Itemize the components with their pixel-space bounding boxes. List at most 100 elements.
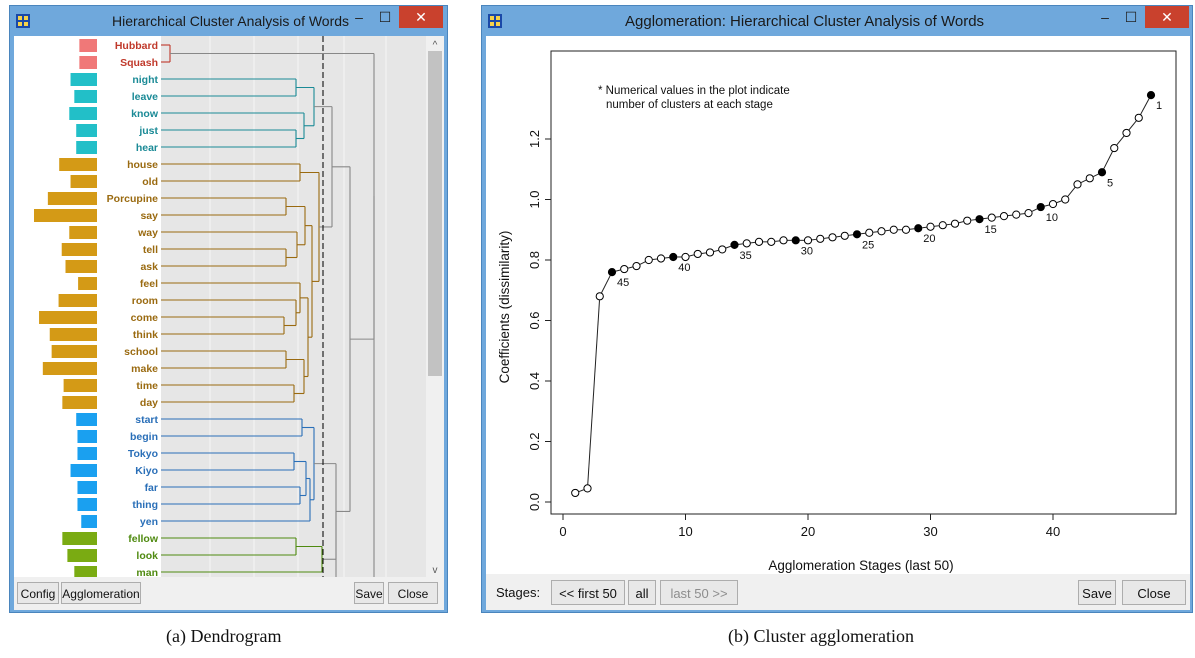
frequency-bar	[78, 277, 97, 290]
series-segment	[971, 219, 976, 221]
maximize-button[interactable]: ☐	[1124, 9, 1138, 25]
data-point	[1134, 113, 1143, 122]
series-segment	[909, 228, 915, 230]
word-label: fellow	[128, 533, 159, 545]
close-window-button[interactable]: ✕	[399, 6, 443, 28]
word-label: yen	[140, 516, 158, 528]
titlebar[interactable]: Agglomeration: Hierarchical Cluster Anal…	[482, 6, 1192, 36]
frequency-bar	[76, 124, 97, 137]
series-segment	[1080, 179, 1087, 184]
word-label: old	[142, 176, 158, 188]
series-segment	[639, 261, 646, 265]
series-segment	[1128, 120, 1137, 131]
y-axis-label: Coefficients (dissimilarity)	[497, 231, 512, 384]
save-button[interactable]: Save	[354, 582, 384, 604]
data-point	[607, 268, 617, 277]
word-label: time	[136, 380, 158, 392]
frequency-bar	[39, 311, 97, 324]
save-button[interactable]: Save	[1078, 580, 1116, 605]
dendrogram-window: Hierarchical Cluster Analysis of Words –…	[9, 5, 448, 613]
data-point	[1073, 180, 1082, 189]
frequency-bar	[69, 107, 97, 120]
dendrogram-toolbar: Config Agglomeration Save Close	[14, 577, 444, 610]
data-point	[840, 231, 849, 240]
minimize-button[interactable]: –	[355, 9, 363, 25]
config-button[interactable]: Config	[17, 582, 59, 604]
titlebar[interactable]: Hierarchical Cluster Analysis of Words –…	[10, 6, 447, 36]
cluster-count-label: 20	[923, 233, 935, 245]
frequency-bar	[42, 362, 97, 375]
frequency-bar	[59, 158, 97, 171]
app-icon	[488, 14, 502, 28]
series-segment	[713, 249, 719, 252]
series-segment	[664, 256, 670, 259]
minimize-button[interactable]: –	[1101, 9, 1109, 25]
agglomeration-button[interactable]: Agglomeration	[61, 582, 141, 604]
word-label: think	[133, 329, 158, 341]
close-button[interactable]: Close	[388, 582, 438, 604]
caption-dendrogram: (a) Dendrogram	[166, 626, 282, 646]
close-window-button[interactable]: ✕	[1145, 6, 1189, 28]
series-segment	[578, 489, 584, 493]
word-label: hear	[136, 142, 158, 154]
series-segment	[873, 231, 878, 233]
frequency-bar	[70, 175, 97, 188]
window-title: Agglomeration: Hierarchical Cluster Anal…	[625, 13, 985, 30]
word-label: Tokyo	[128, 448, 158, 460]
word-label: far	[145, 482, 158, 494]
window-title: Hierarchical Cluster Analysis of Words	[112, 13, 350, 29]
series-segment	[885, 229, 890, 232]
word-label: come	[131, 312, 159, 324]
data-point	[1097, 168, 1107, 177]
frequency-bar	[77, 481, 97, 494]
frequency-bar	[76, 141, 97, 154]
series-segment	[1067, 187, 1076, 197]
maximize-button[interactable]: ☐	[378, 9, 392, 25]
word-label: man	[136, 567, 158, 577]
data-point	[987, 213, 996, 222]
last-50-button[interactable]: last 50 >>	[660, 580, 738, 605]
y-tick-label: 1.0	[527, 190, 542, 208]
frequency-bar	[74, 566, 97, 577]
frequency-bar	[34, 209, 97, 222]
word-label: know	[131, 108, 159, 120]
data-point	[767, 237, 776, 246]
frequency-bar	[61, 243, 97, 256]
frequency-bar	[77, 498, 97, 511]
data-point	[877, 227, 886, 236]
y-tick-label: 0.0	[527, 493, 542, 511]
series-segment	[848, 234, 854, 236]
x-tick-label: 10	[678, 524, 692, 539]
frequency-bar	[63, 379, 97, 392]
cluster-count-label: 15	[985, 224, 997, 236]
stages-label: Stages:	[496, 585, 541, 600]
frequency-bar	[79, 39, 97, 52]
series-segment	[701, 252, 707, 254]
y-tick-label: 0.8	[527, 251, 542, 269]
data-point	[1061, 195, 1070, 204]
close-button[interactable]: Close	[1122, 580, 1186, 605]
data-point	[1012, 210, 1021, 219]
series-segment	[860, 232, 866, 235]
data-point	[571, 488, 580, 498]
frequency-bar	[62, 532, 97, 545]
first-50-button[interactable]: << first 50	[551, 580, 625, 605]
series-segment	[824, 237, 829, 239]
dendrogram-area: ^ v Hubbard Squash night leave know just hear hou…	[14, 36, 444, 577]
series-segment	[775, 240, 780, 242]
cluster-count-label: 40	[678, 262, 690, 274]
word-label: way	[137, 227, 158, 239]
data-point	[754, 237, 764, 246]
word-label: house	[127, 159, 158, 171]
series-segment	[1103, 151, 1113, 169]
series-segment	[1044, 204, 1050, 207]
word-label: Porcupine	[107, 193, 159, 205]
data-point	[914, 224, 923, 233]
data-point	[852, 230, 862, 239]
data-point	[620, 264, 629, 274]
word-label: say	[140, 210, 158, 222]
series-segment	[811, 238, 817, 241]
all-button[interactable]: all	[628, 580, 656, 605]
x-axis-label: Agglomeration Stages (last 50)	[768, 558, 953, 573]
frequency-bar	[76, 413, 97, 426]
